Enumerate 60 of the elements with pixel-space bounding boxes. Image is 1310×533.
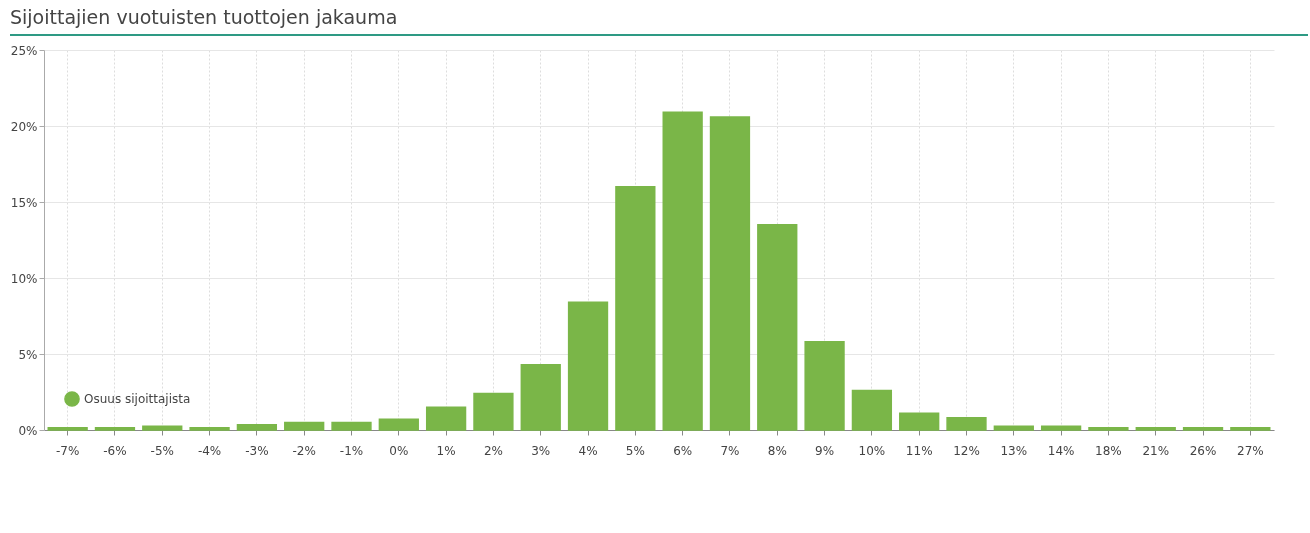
x-tick-label: 11% [905,443,933,458]
bar [1040,425,1082,431]
bar [47,426,88,431]
bar [142,425,183,431]
x-tick-label: 1% [436,443,456,458]
x-tick-label: 7% [720,443,740,458]
bar [189,426,230,431]
x-tick-label: 5% [625,443,645,458]
bar [757,224,798,431]
x-tick-label: 12% [953,443,980,458]
x-tick-label: 14% [1047,443,1075,458]
bar [378,418,419,431]
bar [1182,426,1224,431]
bar [236,423,278,431]
x-tick-label: 9% [815,443,835,458]
x-tick-label: 0% [389,443,409,458]
x-tick-label: -2% [292,443,316,458]
bar [520,363,561,431]
x-tick-label: 8% [767,443,787,458]
bar [473,392,514,431]
y-tick-label: 15% [10,195,38,210]
x-tick-label: -1% [339,443,364,458]
x-tick-label: 26% [1189,443,1217,458]
x-tick-label: -4% [197,443,222,458]
bar [1088,426,1129,431]
bar [899,412,940,431]
x-tick-label: 27% [1237,443,1264,458]
x-tick-label: 4% [578,443,598,458]
bar [94,426,136,431]
bar [851,389,893,431]
bar [946,417,987,431]
x-tick-label: -7% [55,443,80,458]
bar [662,111,703,431]
bar [709,116,751,431]
chart-title: Sijoittajien vuotuisten tuottojen jakauma [9,5,399,30]
bar [1230,426,1271,431]
bar [284,421,325,431]
y-tick-label: 25% [10,43,38,58]
bar [331,421,372,431]
x-tick-label: -5% [150,443,174,458]
x-tick-label: 21% [1142,443,1170,458]
legend-label: Osuus sijoittajista [84,392,191,406]
bar [1135,426,1176,431]
x-tick-label: 3% [531,443,551,458]
x-tick-label: 13% [1000,443,1028,458]
bar [993,425,1034,431]
bar [615,186,656,431]
x-tick-label: 6% [673,443,693,458]
x-tick-label: 18% [1095,443,1122,458]
y-tick-label: 0% [18,423,38,438]
x-tick-label: 2% [483,443,503,458]
x-tick-label: -6% [103,443,127,458]
bar [425,406,467,431]
x-tick-label: -3% [245,443,269,458]
x-tick-label: 10% [858,443,886,458]
y-tick-label: 20% [10,119,38,134]
y-tick-label: 10% [10,271,38,286]
bar [567,301,609,431]
y-tick-label: 5% [18,347,38,362]
bar [804,341,845,431]
